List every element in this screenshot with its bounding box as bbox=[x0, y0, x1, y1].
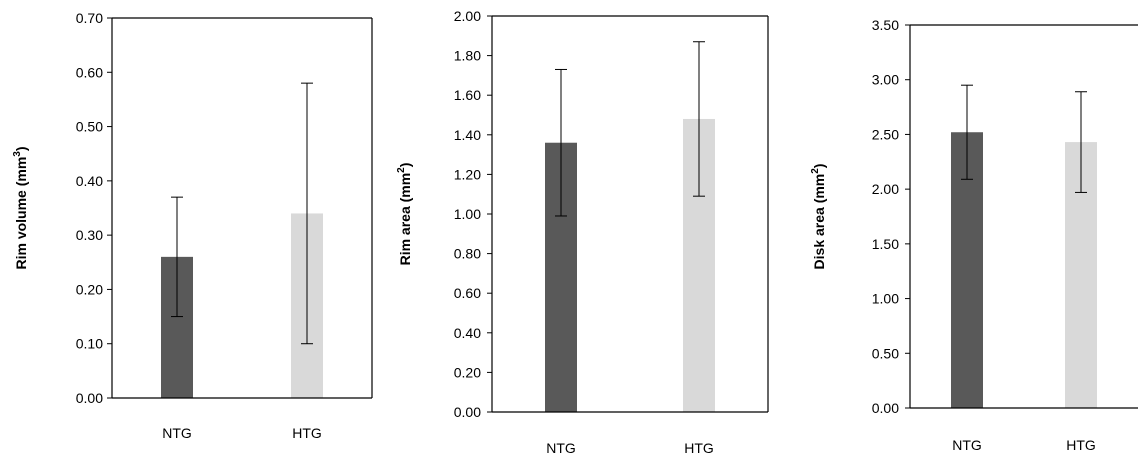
x-category-label: NTG bbox=[952, 437, 982, 453]
y-tick-label: 0.60 bbox=[76, 64, 103, 80]
y-tick-label: 1.60 bbox=[454, 87, 481, 103]
chart-1: 0.00 0.10 0.20 0.30 0.40 0.50 0.60 0.70 NTG HTG Ri… bbox=[12, 10, 373, 441]
x-category-label: NTG bbox=[162, 425, 192, 441]
y-axis-title: Disk area (mm2) bbox=[810, 164, 827, 270]
y-tick-label: 0.00 bbox=[454, 404, 481, 420]
x-category-label: NTG bbox=[546, 440, 576, 456]
y-tick-label: 0.40 bbox=[76, 173, 103, 189]
y-tick-label: 0.00 bbox=[872, 400, 899, 416]
y-tick-label: 0.50 bbox=[76, 119, 103, 135]
y-tick-label: 0.70 bbox=[76, 10, 103, 26]
y-tick-label: 0.60 bbox=[454, 285, 481, 301]
x-category-label: HTG bbox=[684, 440, 714, 456]
y-axis-title: Rim volume (mm3) bbox=[12, 146, 29, 269]
y-tick-label: 0.10 bbox=[76, 336, 103, 352]
y-tick-label: 1.50 bbox=[872, 236, 899, 252]
y-tick-label: 0.20 bbox=[76, 281, 103, 297]
x-category-label: HTG bbox=[1066, 437, 1096, 453]
y-tick-label: 2.00 bbox=[872, 181, 899, 197]
y-tick-label: 3.00 bbox=[872, 72, 899, 88]
x-category-label: HTG bbox=[292, 425, 322, 441]
y-tick-label: 0.20 bbox=[454, 364, 481, 380]
y-tick-label: 2.50 bbox=[872, 126, 899, 142]
y-tick-label: 0.50 bbox=[872, 345, 899, 361]
y-axis-title: Rim area (mm2) bbox=[396, 163, 413, 266]
y-tick-label: 3.50 bbox=[872, 17, 899, 33]
chart-2: 0.00 0.20 0.40 0.60 0.80 1.00 1.20 1.40 1.60 1.80… bbox=[396, 8, 769, 456]
y-tick-label: 1.00 bbox=[872, 291, 899, 307]
y-tick-label: 0.80 bbox=[454, 246, 481, 262]
y-tick-label: 0.40 bbox=[454, 325, 481, 341]
y-tick-label: 1.00 bbox=[454, 206, 481, 222]
y-tick-label: 2.00 bbox=[454, 8, 481, 24]
y-tick-label: 0.00 bbox=[76, 390, 103, 406]
y-tick-label: 1.40 bbox=[454, 127, 481, 143]
chart-3: 0.00 0.50 1.00 1.50 2.00 2.50 3.00 3.50 NTG HTG Di… bbox=[810, 17, 1138, 453]
y-tick-label: 0.30 bbox=[76, 227, 103, 243]
y-tick-label: 1.20 bbox=[454, 166, 481, 182]
y-tick-label: 1.80 bbox=[454, 48, 481, 64]
